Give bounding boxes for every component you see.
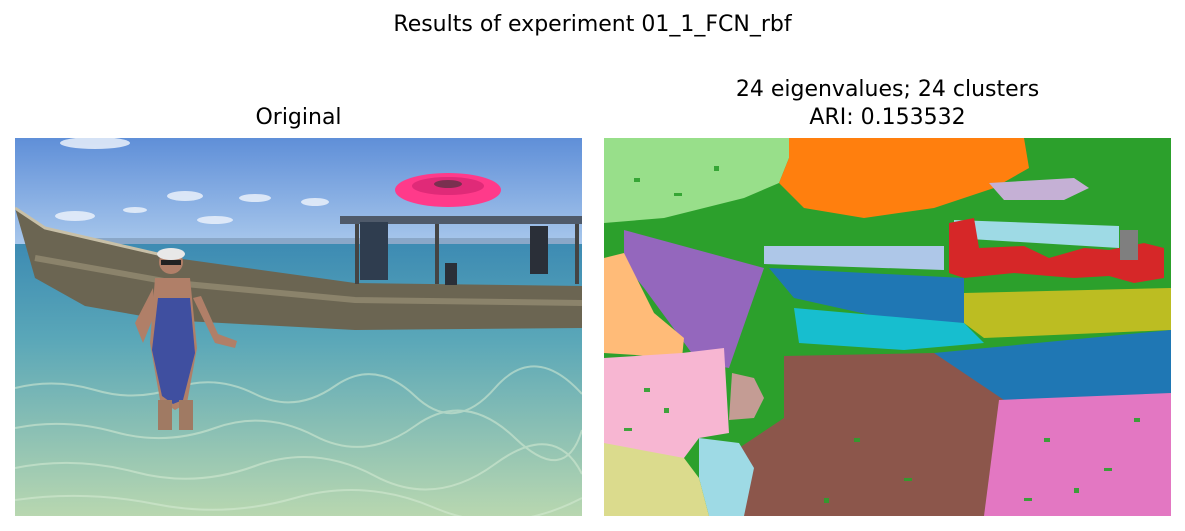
seg-red-region bbox=[949, 218, 1164, 283]
seg-light-orange-region bbox=[604, 253, 684, 358]
segmentation-title-line-2: ARI: 0.153532 bbox=[809, 105, 966, 130]
original-panel-title: Original bbox=[255, 105, 342, 130]
seg-gray-patch bbox=[1120, 230, 1138, 260]
boat-canopy bbox=[340, 216, 582, 224]
seg-blue-upper-band bbox=[769, 268, 964, 323]
frisbee bbox=[395, 173, 501, 207]
original-image bbox=[15, 138, 582, 516]
segmentation-panel-title: 24 eigenvalues; 24 clusters ARI: 0.15353… bbox=[604, 76, 1171, 132]
seg-light-green-region bbox=[604, 138, 789, 223]
seg-magenta-region bbox=[984, 393, 1171, 516]
segmentation-image bbox=[604, 138, 1171, 516]
seg-light-cyan-band bbox=[954, 220, 1119, 248]
seg-purple-region bbox=[624, 230, 764, 368]
seg-orange-region bbox=[779, 138, 1029, 218]
seg-light-blue-band bbox=[764, 246, 944, 270]
seg-light-cyan-lower bbox=[699, 438, 754, 516]
horizon-hills bbox=[75, 238, 575, 244]
seg-noise-green bbox=[624, 166, 1140, 503]
figure-title: Results of experiment 01_1_FCN_rbf bbox=[393, 12, 792, 37]
seg-blue-lower-band bbox=[934, 330, 1171, 400]
water-ripples bbox=[15, 365, 582, 516]
woman bbox=[135, 248, 237, 430]
clouds bbox=[55, 138, 329, 224]
seg-brown-region bbox=[739, 353, 1004, 516]
seg-lavender-top bbox=[989, 178, 1089, 200]
segmentation-title-line-1: 24 eigenvalues; 24 clusters bbox=[735, 77, 1040, 102]
seg-light-brown-patch bbox=[729, 373, 764, 420]
seg-khaki-region bbox=[604, 443, 709, 516]
seg-cyan-band bbox=[794, 308, 984, 350]
seg-olive-band bbox=[964, 288, 1171, 338]
